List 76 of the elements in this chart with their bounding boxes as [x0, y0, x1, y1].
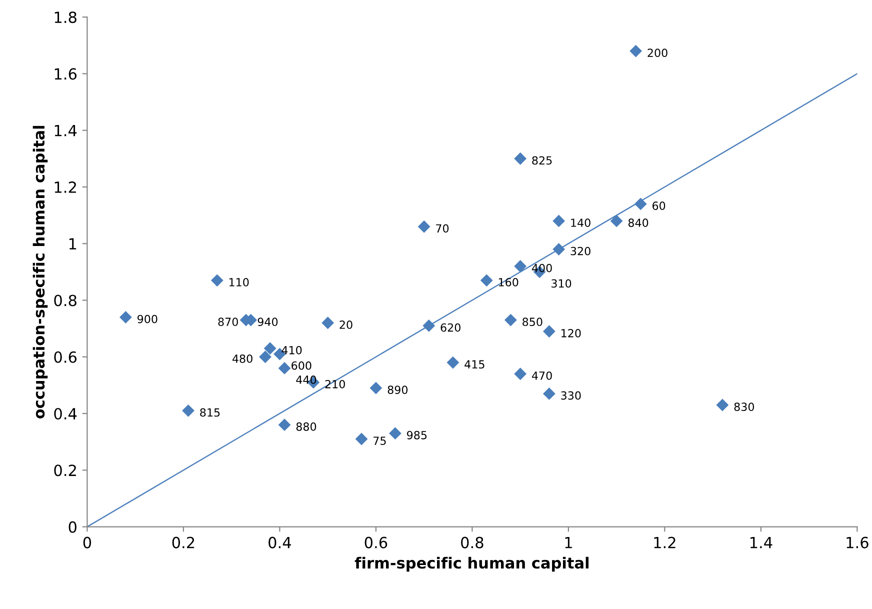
annotation: 890 — [388, 386, 408, 394]
annotation: 20 — [340, 320, 352, 329]
annotation: 600 — [292, 361, 312, 370]
point — [278, 418, 291, 432]
annotation: 415 — [464, 360, 484, 369]
annotation: 850 — [522, 318, 542, 326]
point — [504, 314, 517, 326]
y-tick-label: 0.2 — [54, 464, 76, 476]
x-tick-label: 0 — [83, 536, 92, 548]
annotation: 480 — [232, 354, 252, 363]
point — [514, 152, 527, 165]
annotation: 75 — [374, 436, 386, 445]
annotation: 410 — [282, 346, 302, 354]
y-tick-label: 1.6 — [54, 68, 77, 80]
x-axis-title: firm-specific human capital — [354, 556, 588, 572]
annotation: 815 — [200, 408, 220, 417]
y-tick-label: 0 — [68, 521, 76, 533]
annotation: 330 — [561, 391, 581, 400]
point — [264, 342, 276, 355]
annotation: 900 — [138, 314, 158, 324]
annotation: 110 — [229, 278, 249, 286]
annotation: 870 — [218, 318, 238, 326]
point — [610, 214, 623, 228]
point — [370, 382, 382, 394]
y-tick-label: 0.8 — [54, 294, 76, 306]
annotation: 120 — [562, 328, 581, 338]
point — [182, 404, 194, 417]
point — [552, 214, 566, 228]
point — [418, 220, 430, 233]
x-tick-label: 1.4 — [750, 536, 772, 548]
annotation: 470 — [532, 371, 552, 380]
point — [119, 311, 132, 324]
x-tick-label: 1.2 — [654, 536, 676, 548]
x-tick-label: 0.2 — [172, 536, 194, 548]
point — [630, 44, 642, 58]
annotation: 320 — [570, 246, 590, 256]
point — [552, 243, 566, 256]
point — [542, 325, 556, 338]
y-axis-title: occupation-specific human capital — [32, 126, 48, 419]
point — [259, 350, 272, 364]
point — [446, 356, 460, 369]
point — [514, 368, 527, 380]
y-tick-label: 0.4 — [54, 408, 77, 420]
y-tick-label: 0.6 — [54, 351, 77, 363]
annotation: 620 — [440, 323, 460, 332]
annotation: 985 — [407, 430, 427, 440]
annotation: 60 — [652, 202, 666, 210]
point — [322, 316, 334, 330]
point — [210, 274, 224, 287]
x-tick-label: 1.6 — [846, 536, 868, 548]
y-tick-label: 1.4 — [54, 124, 77, 136]
x-tick-label: 1 — [565, 536, 572, 548]
annotation: 840 — [628, 218, 648, 227]
annotation: 880 — [296, 422, 316, 431]
point — [355, 432, 368, 446]
point — [422, 320, 436, 332]
point — [514, 260, 527, 272]
x-tick-label: 0.4 — [268, 536, 291, 548]
annotation: 310 — [552, 279, 572, 288]
x-tick-label: 0.8 — [461, 536, 484, 548]
annotation: 940 — [258, 318, 278, 326]
point — [388, 427, 402, 440]
y-tick-label: 1.2 — [54, 181, 76, 193]
y-tick-label: 1 — [69, 238, 76, 250]
annotation: 825 — [532, 156, 552, 165]
point — [716, 398, 729, 412]
point — [480, 274, 493, 287]
annotation: 140 — [571, 218, 590, 227]
point — [634, 198, 647, 210]
point — [542, 387, 556, 400]
point — [278, 362, 291, 374]
annotation: 70 — [436, 224, 449, 233]
annotation: 200 — [648, 48, 668, 58]
y-tick-label: 1.8 — [54, 12, 76, 24]
annotation: 830 — [734, 402, 754, 412]
x-tick-label: 0.6 — [364, 536, 388, 548]
